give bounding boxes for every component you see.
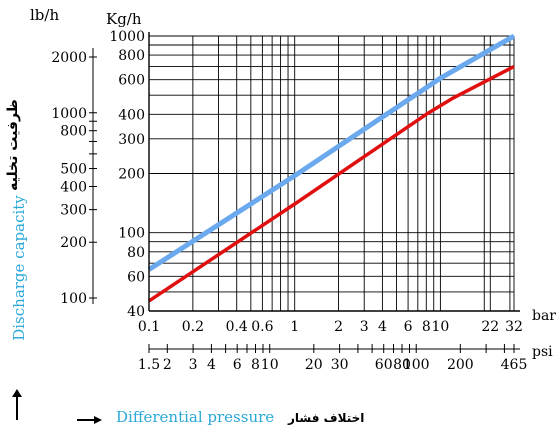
lbh-tick-label: 300: [60, 203, 87, 219]
kgh-unit-label: Kg/h: [106, 10, 142, 28]
bar-tick-label: 3: [360, 319, 369, 335]
series-layer: [147, 33, 516, 303]
lbh-tick-label: 200: [60, 235, 87, 251]
kgh-tick-label: 400: [118, 107, 145, 123]
psi-tick-label: 3: [189, 357, 198, 373]
bar-tick-label: 8: [422, 319, 431, 335]
kgh-tick-label: 200: [118, 167, 145, 183]
psi-tick-label: 1.5: [138, 357, 160, 373]
kgh-tick-label: 1000: [109, 29, 145, 45]
psi-unit-label: psi: [532, 344, 553, 360]
lbh-tick-label: 1000: [51, 106, 87, 122]
psi-tick-label: 20: [305, 357, 323, 373]
bar-tick-label: 4: [378, 319, 387, 335]
x-axis-title-en: Differential pressure: [116, 408, 274, 426]
bar-unit-label: bar: [532, 308, 556, 324]
bar-tick-label: 0.2: [182, 319, 204, 335]
psi-tick-label: 200: [447, 357, 474, 373]
psi-tick-label: 100: [403, 357, 430, 373]
y-axis-title-en: Discharge capacity: [10, 195, 28, 341]
bar-tick-label: 0.4: [226, 319, 248, 335]
psi-tick-label: 8: [251, 357, 260, 373]
x-axis-title-fa: اختلاف فشار: [287, 411, 364, 425]
bar-tick-label: 32: [505, 319, 523, 335]
lbh-tick-label: 800: [60, 124, 87, 140]
psi-tick-label: 6: [233, 357, 242, 373]
bar-tick-label: 0.6: [251, 319, 273, 335]
lbh-tick-label: 2000: [51, 50, 87, 66]
bar-tick-label: 22: [481, 319, 499, 335]
lbh-tick-label: 400: [60, 179, 87, 195]
psi-tick-label: 465: [501, 357, 528, 373]
psi-tick-label: 2: [163, 357, 172, 373]
right-arrow-icon: [77, 416, 102, 424]
up-arrow-icon: [12, 389, 22, 420]
chart-grid: [148, 35, 515, 312]
bar-tick-label: 2: [334, 319, 343, 335]
psi-tick-label: 4: [207, 357, 216, 373]
kgh-tick-label: 40: [127, 304, 145, 320]
psi-tick-label: 10: [261, 357, 279, 373]
kgh-tick-label: 600: [118, 73, 145, 89]
kgh-tick-label: 60: [127, 269, 145, 285]
psi-tick-label: 80: [393, 357, 411, 373]
psi-tick-label: 60: [375, 357, 393, 373]
lbh-tick-label: 500: [60, 162, 87, 178]
kgh-tick-label: 100: [118, 226, 145, 242]
kgh-tick-label: 80: [127, 245, 145, 261]
kgh-tick-label: 800: [118, 48, 145, 64]
y-axis-title-fa: ظرفیت تخلیه: [5, 99, 21, 191]
bar-tick-label: 10: [431, 319, 449, 335]
bar-tick-label: 1: [290, 319, 299, 335]
bar-tick-label: 6: [404, 319, 413, 335]
psi-tick-label: 30: [331, 357, 349, 373]
lbh-unit-label: lb/h: [30, 6, 59, 24]
series-line-2: [148, 64, 515, 303]
series-line-1: [147, 33, 516, 272]
bar-tick-label: 0.1: [138, 319, 160, 335]
lbh-tick-label: 100: [60, 291, 87, 307]
kgh-tick-label: 300: [118, 132, 145, 148]
